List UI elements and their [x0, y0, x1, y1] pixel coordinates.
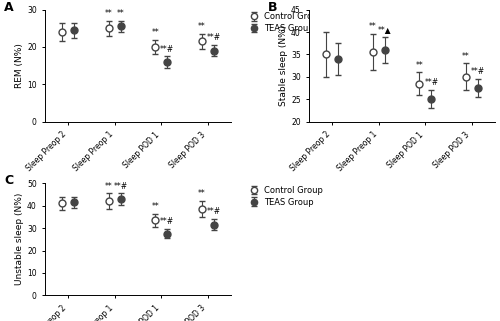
Text: **#: **# — [206, 207, 221, 216]
Text: **#: **# — [470, 67, 485, 76]
Y-axis label: Stable sleep (N%): Stable sleep (N%) — [279, 25, 288, 106]
Text: **#: **# — [114, 182, 128, 191]
Text: **: ** — [369, 22, 376, 31]
Text: **: ** — [105, 9, 112, 18]
Text: **: ** — [117, 9, 124, 18]
Text: **#: **# — [424, 79, 438, 88]
Text: **: ** — [152, 28, 159, 37]
Text: C: C — [4, 174, 13, 187]
Text: **#: **# — [206, 33, 221, 42]
Legend: Control Group, TEAS Group: Control Group, TEAS Group — [244, 185, 324, 207]
Text: **: ** — [462, 52, 469, 61]
Y-axis label: REM (N%): REM (N%) — [15, 43, 24, 88]
Text: **: ** — [198, 22, 205, 31]
Text: **: ** — [152, 202, 159, 211]
Y-axis label: Unstable sleep (N%): Unstable sleep (N%) — [15, 193, 24, 285]
Text: **#: **# — [160, 45, 174, 54]
Text: **: ** — [416, 61, 423, 70]
Legend: Control Group, TEAS Group: Control Group, TEAS Group — [244, 12, 324, 34]
Text: **▲: **▲ — [378, 25, 392, 34]
Text: **: ** — [198, 189, 205, 198]
Text: **: ** — [105, 182, 112, 191]
Text: **#: **# — [160, 217, 174, 226]
Text: A: A — [4, 1, 14, 14]
Text: B: B — [268, 1, 278, 14]
